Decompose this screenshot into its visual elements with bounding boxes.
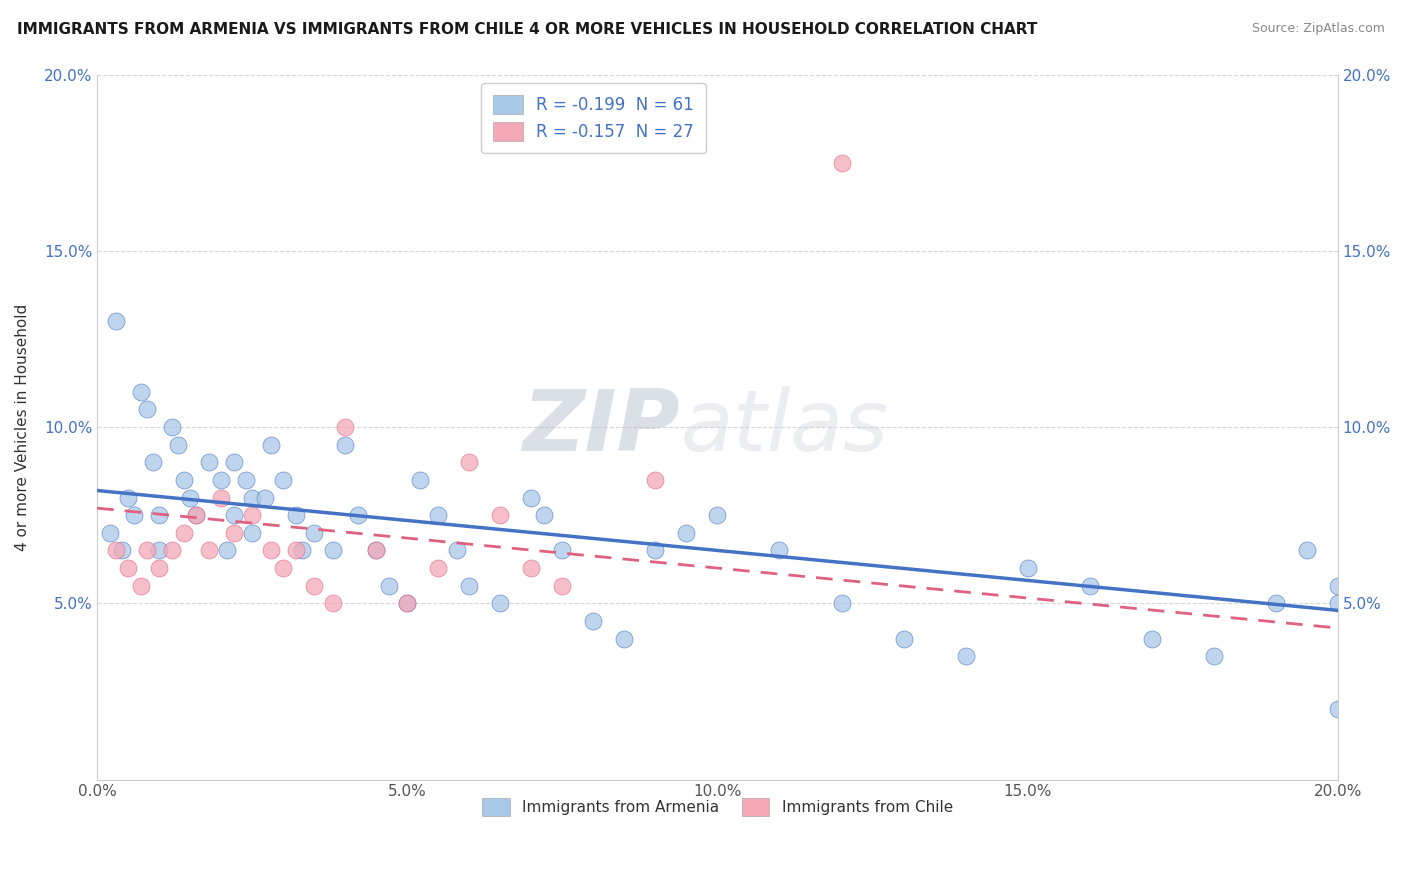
Point [1295, 543, 1317, 558]
Point [160, 543, 183, 558]
Point [104, 543, 127, 558]
Point [148, 543, 170, 558]
Point [768, 543, 790, 558]
Point [217, 543, 239, 558]
Text: Source: ZipAtlas.com: Source: ZipAtlas.com [1251, 22, 1385, 36]
Point [366, 543, 388, 558]
Y-axis label: 4 or more Vehicles in Household: 4 or more Vehicles in Household [15, 303, 30, 550]
Point [1326, 579, 1348, 593]
Point [117, 491, 139, 505]
Point [396, 596, 419, 610]
Text: ZIP: ZIP [523, 385, 681, 468]
Point [260, 543, 283, 558]
Point [240, 525, 263, 540]
Point [1140, 632, 1163, 646]
Point [458, 455, 481, 469]
Point [166, 438, 188, 452]
Point [240, 508, 263, 523]
Point [179, 491, 201, 505]
Point [396, 596, 419, 610]
Point [124, 508, 146, 523]
Point [284, 508, 307, 523]
Point [893, 632, 915, 646]
Point [644, 543, 666, 558]
Point [1264, 596, 1286, 610]
Point [148, 561, 170, 575]
Point [284, 543, 307, 558]
Point [135, 402, 157, 417]
Point [409, 473, 432, 487]
Point [551, 579, 574, 593]
Text: atlas: atlas [681, 385, 889, 468]
Point [222, 508, 245, 523]
Point [197, 455, 219, 469]
Point [644, 473, 666, 487]
Point [1326, 702, 1348, 716]
Point [142, 455, 165, 469]
Point [322, 543, 344, 558]
Point [111, 543, 134, 558]
Point [1017, 561, 1039, 575]
Point [135, 543, 157, 558]
Point [209, 473, 232, 487]
Point [148, 508, 170, 523]
Text: IMMIGRANTS FROM ARMENIA VS IMMIGRANTS FROM CHILE 4 OR MORE VEHICLES IN HOUSEHOLD: IMMIGRANTS FROM ARMENIA VS IMMIGRANTS FR… [17, 22, 1038, 37]
Point [302, 579, 325, 593]
Point [427, 561, 450, 575]
Point [1078, 579, 1101, 593]
Point [533, 508, 555, 523]
Point [346, 508, 368, 523]
Point [551, 543, 574, 558]
Point [222, 525, 245, 540]
Point [706, 508, 728, 523]
Point [955, 649, 977, 664]
Point [322, 596, 344, 610]
Point [489, 596, 512, 610]
Point [186, 508, 208, 523]
Point [129, 579, 152, 593]
Point [129, 384, 152, 399]
Point [831, 596, 853, 610]
Point [271, 473, 294, 487]
Point [520, 491, 543, 505]
Point [489, 508, 512, 523]
Point [173, 525, 195, 540]
Point [613, 632, 636, 646]
Point [366, 543, 388, 558]
Point [458, 579, 481, 593]
Point [160, 420, 183, 434]
Point [302, 525, 325, 540]
Point [104, 314, 127, 328]
Point [446, 543, 468, 558]
Point [582, 614, 605, 628]
Point [675, 525, 697, 540]
Point [291, 543, 314, 558]
Point [271, 561, 294, 575]
Point [520, 561, 543, 575]
Point [209, 491, 232, 505]
Point [186, 508, 208, 523]
Legend: Immigrants from Armenia, Immigrants from Chile: Immigrants from Armenia, Immigrants from… [472, 789, 962, 825]
Point [377, 579, 399, 593]
Point [197, 543, 219, 558]
Point [253, 491, 276, 505]
Point [1202, 649, 1225, 664]
Point [260, 438, 283, 452]
Point [831, 155, 853, 169]
Point [173, 473, 195, 487]
Point [335, 420, 357, 434]
Point [240, 491, 263, 505]
Point [222, 455, 245, 469]
Point [427, 508, 450, 523]
Point [98, 525, 121, 540]
Point [235, 473, 257, 487]
Point [1326, 596, 1348, 610]
Point [335, 438, 357, 452]
Point [117, 561, 139, 575]
